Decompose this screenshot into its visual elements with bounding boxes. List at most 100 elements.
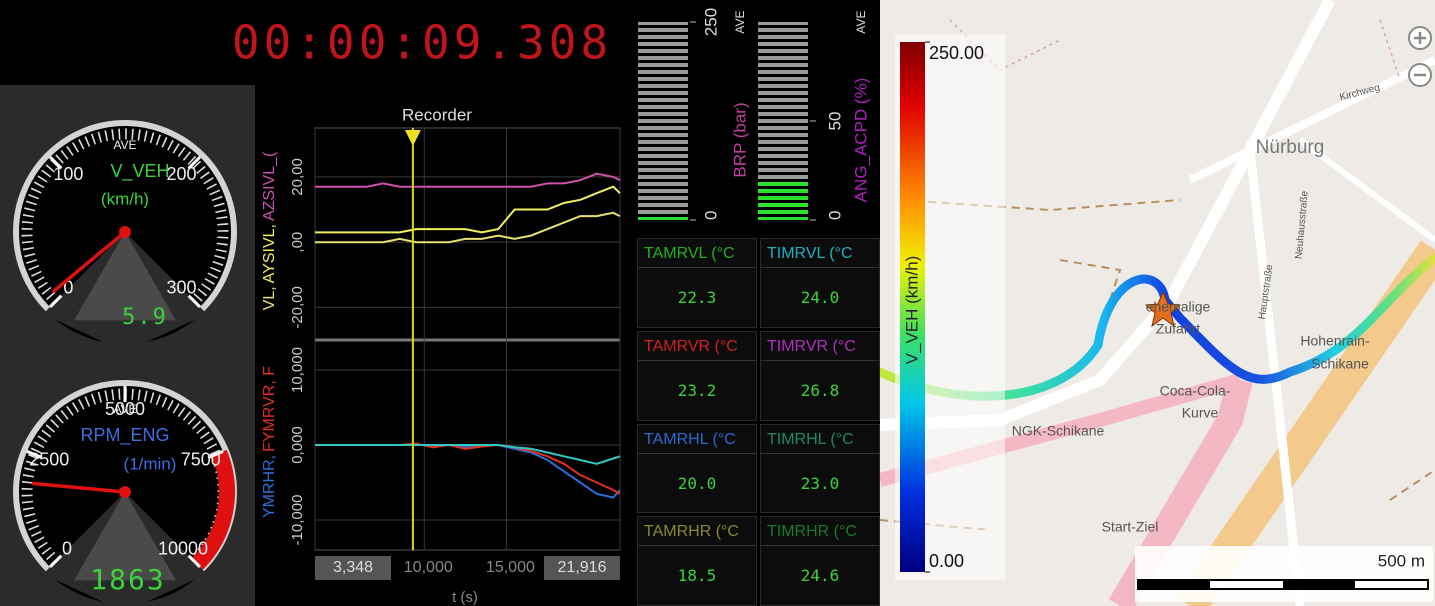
gauge-tick	[48, 554, 63, 569]
zoom-out[interactable]	[1408, 63, 1432, 87]
map-label: Schikane	[1311, 356, 1369, 372]
timer: 00:00:09.308	[232, 16, 612, 70]
table-cell: TAMRVR (°C 23.2	[637, 330, 757, 421]
map-label: Kurve	[1182, 405, 1219, 421]
cell-value: 18.5	[677, 566, 717, 586]
series-name: AZSIVL_(	[261, 151, 278, 221]
cell-header: TAMRVR (°C	[638, 332, 756, 361]
x-axis-label: t (s)	[452, 589, 478, 606]
colorbar	[900, 42, 925, 572]
gauge-unit: (1/min)	[124, 454, 177, 473]
tick-box	[315, 556, 391, 580]
series-name: FYMRVR, F	[261, 366, 278, 452]
meter-tick-label: 0	[825, 211, 844, 220]
y-axis-label: VL, AYSIVL, AZSIVL_(	[261, 151, 278, 310]
cell-header: TAMRHR (°C	[638, 517, 756, 547]
road	[1298, 137, 1435, 243]
gauge-tick	[207, 450, 224, 459]
gauge-tick	[48, 155, 63, 170]
cell-header: TIMRVR (°C	[761, 332, 879, 361]
cell-value: 24.0	[800, 288, 840, 307]
map-label: Nürburg	[1256, 137, 1325, 158]
gauge-stat: AVE	[113, 138, 136, 152]
table-cell: TAMRVL (°C 22.3	[637, 238, 757, 328]
map-label: Start-Ziel	[1102, 519, 1159, 535]
red-zone	[191, 449, 235, 570]
gauge-unit: (km/h)	[101, 189, 149, 208]
y-tick-label: 0,000	[289, 426, 306, 464]
x-tick-label: 21,916	[558, 559, 607, 576]
trace	[315, 172, 621, 188]
gauge-tick-label: 7500	[181, 449, 221, 469]
trace	[315, 185, 621, 234]
recorder-title: Recorder	[402, 105, 472, 124]
meter-label: ANG_ACPD (%)	[851, 78, 870, 203]
meter-label: BRP (bar)	[730, 102, 749, 177]
gauge-tick-label: 5000	[105, 399, 145, 419]
needle-hub	[119, 226, 131, 238]
zoom-in[interactable]	[1408, 26, 1432, 50]
needle	[52, 230, 127, 293]
table-cell: TIMRHL (°C 23.0	[760, 423, 880, 514]
cursor-handle	[404, 130, 421, 146]
cell-value: 20.0	[677, 473, 717, 493]
gauge-tick-label: 0	[63, 277, 73, 297]
series-name: YMRHR,	[261, 455, 278, 518]
gauge-tick-label: 100	[53, 164, 83, 184]
gauge-scale	[21, 128, 229, 306]
table-cell: TIMRVR (°C 26.8	[760, 330, 880, 421]
gauge-name: V_VEH	[110, 161, 169, 182]
trace	[315, 444, 621, 465]
cell-value: 24.6	[800, 566, 840, 586]
cell-header: TIMRHL (°C	[761, 425, 879, 454]
colorbar-label: V_VEH (km/h)	[902, 256, 921, 365]
position-marker	[1144, 290, 1182, 328]
x-tick-label: 3,348	[333, 559, 373, 576]
series-name: VL,	[261, 286, 278, 310]
x-tick-label: 10,000	[404, 559, 453, 576]
gauge-wedge	[74, 492, 176, 581]
gauge-name: RPM_ENG	[80, 425, 169, 446]
table-cell: TAMRHR (°C 18.5	[637, 516, 757, 606]
gauge-wedge	[74, 232, 176, 321]
gauge-tick	[187, 155, 202, 170]
cell-header: TIMRVL (°C	[761, 239, 879, 268]
map-label: ehemalige	[1146, 299, 1211, 315]
cell-header: TIMRHR (°C	[761, 517, 879, 547]
meter-stat: AVE	[733, 10, 747, 33]
gauge-tick-label: 10000	[158, 539, 208, 559]
cell-value: 23.2	[677, 380, 717, 400]
scale-bar	[1137, 579, 1429, 590]
path	[879, 199, 1435, 531]
cell-value: 23.0	[800, 473, 840, 493]
table-cell: TAMRHL (°C 20.0	[637, 423, 757, 514]
y-tick-label: 10,000	[289, 347, 306, 393]
value-table: TAMRVL (°C 22.3 TIMRVL (°C 24.0 TAMRVR (°C 23…	[637, 238, 880, 606]
gauge-tick	[26, 450, 43, 459]
scale-box	[1135, 546, 1433, 602]
cell-header: TAMRVL (°C	[638, 239, 756, 268]
gauge-value: 5.9	[122, 305, 168, 330]
y-axis-label: YMRHR, FYMRVR, F	[261, 366, 278, 518]
colorbar-tick-label: 250.00	[929, 43, 984, 63]
gauge-tick-label: 200	[167, 164, 197, 184]
meter-tick-label: 250	[701, 8, 720, 36]
gauge-tick	[187, 554, 202, 569]
map-label: NGK-Schikane	[1012, 423, 1105, 439]
meter-stat: AVE	[854, 10, 868, 33]
meter-bar	[638, 213, 688, 220]
gauge-tick	[48, 294, 63, 309]
y-tick-label: ,00	[289, 232, 306, 253]
meter-tick-label: 0	[701, 211, 720, 220]
gauge-value: 1863	[90, 563, 165, 596]
tick-box	[544, 556, 620, 580]
meter-bar	[758, 180, 808, 220]
cell-value: 26.8	[800, 380, 840, 400]
map-label: Coca-Cola-	[1160, 383, 1231, 399]
gauge-tick-label: 0	[62, 539, 72, 559]
trace	[315, 211, 621, 244]
y-tick-label: 20,00	[289, 158, 306, 196]
gauge-tick	[187, 294, 202, 309]
map: Nürburg Kirchweg Hauptstraße Neuhausstra…	[875, 0, 1435, 606]
